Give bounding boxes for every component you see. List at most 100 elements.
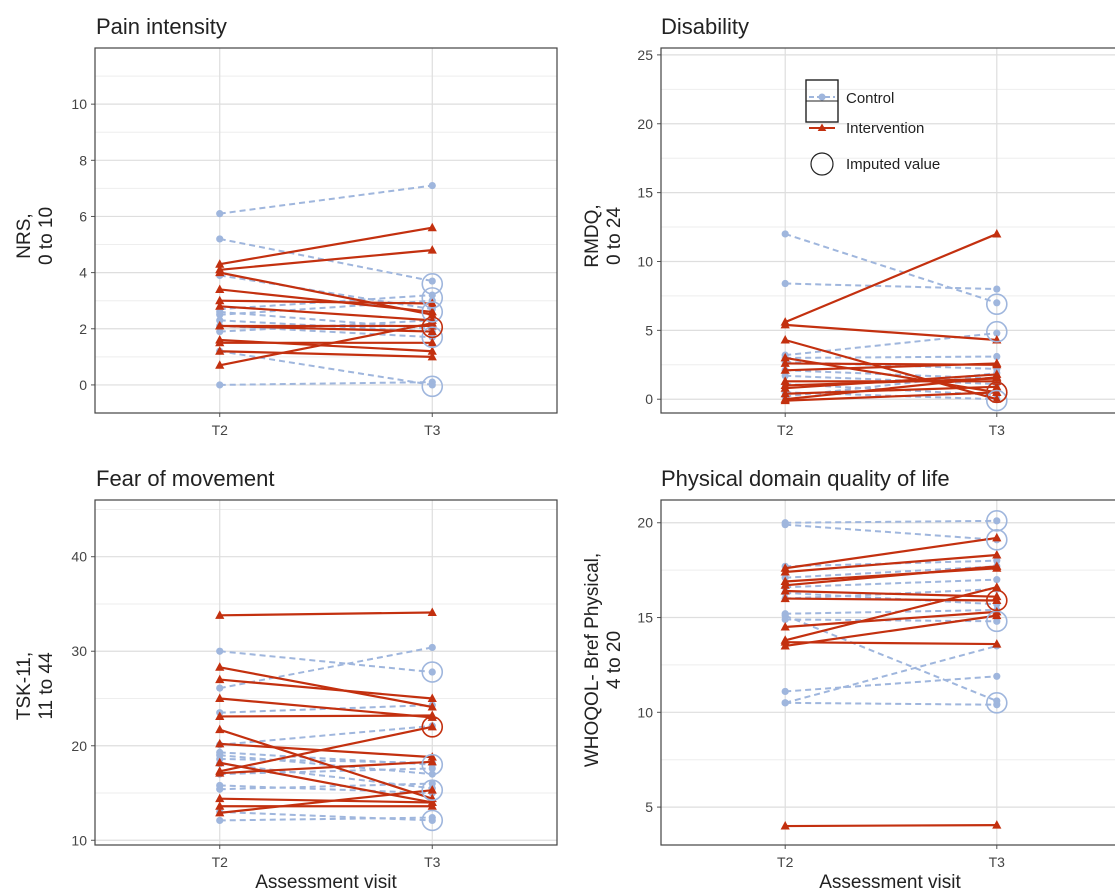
control-point [781,699,789,707]
ylabel-fear: TSK-11, 11 to 44 [14,652,57,720]
intervention-line [785,597,997,602]
y-tick-label: 10 [637,253,653,269]
intervention-series [215,801,437,810]
legend-imputed-label: Imputed value [846,156,940,173]
intervention-line [785,385,997,395]
control-point [216,381,224,389]
intervention-point [427,351,437,361]
intervention-point [780,388,790,398]
control-line [785,519,997,524]
y-tick-label: 5 [645,322,653,338]
intervention-line [219,350,433,358]
intervention-point [427,337,437,347]
intervention-imputed-marker [421,716,444,738]
control-point [428,813,436,822]
intervention-point [992,228,1002,238]
control-series [216,181,436,218]
intervention-point [215,711,225,720]
intervention-series [780,335,1002,403]
intervention-point [780,383,790,392]
y-tick-label: 10 [71,832,87,848]
intervention-point [215,768,225,777]
ylabel-pain-line2: 0 to 10 [36,207,57,265]
control-line [219,810,433,822]
control-series [781,672,1001,696]
legend-control-key [809,93,835,101]
control-line [219,319,433,333]
intervention-line [219,789,433,814]
panel-border [94,499,558,846]
intervention-point [992,394,1002,403]
intervention-line [219,288,433,314]
legend-control-point [818,93,826,101]
ylabel-qol-line1: WHOQOL- Bref Physical, [582,553,603,767]
xlabel-left: Assessment visit [255,872,397,893]
y-tick-label: 15 [637,185,653,201]
intervention-point [427,298,437,307]
intervention-series [215,785,437,817]
intervention-point [992,582,1002,591]
control-line [219,294,433,311]
control-imputed-marker [985,529,1008,551]
control-point [781,279,789,288]
ylabel-fear-line1: TSK-11, [14,652,35,720]
intervention-point [215,610,225,619]
control-point [428,643,436,652]
panel-border [660,499,1115,846]
intervention-series [215,607,437,619]
intervention-point [780,580,790,589]
x-tick-label: T2 [777,854,794,870]
y-tick-label: 40 [71,549,87,565]
intervention-series [215,674,437,702]
x-tick-label: T2 [212,854,229,870]
intervention-point [992,639,1002,648]
control-line [785,332,997,357]
y-tick-label: 0 [645,391,653,407]
y-tick-label: 20 [637,116,653,132]
control-imputed-marker [421,809,444,832]
intervention-point [427,326,437,336]
control-point [216,316,224,324]
intervention-line [784,232,998,324]
control-point [428,764,436,773]
intervention-point [780,352,790,362]
intervention-line [785,356,997,394]
intervention-line [785,614,997,648]
intervention-point [427,801,437,810]
intervention-point [780,365,790,374]
control-line [219,646,433,690]
control-point [428,181,436,190]
y-tick-label: 20 [71,738,87,754]
panel-background [95,48,557,413]
intervention-point [215,267,225,277]
intervention-line [784,338,998,401]
control-point [216,816,224,825]
intervention-line [785,823,997,828]
intervention-imputed-marker [421,316,444,339]
intervention-point [427,245,437,254]
intervention-point [427,306,437,316]
intervention-series [215,662,437,711]
intervention-line [219,761,433,804]
intervention-line [219,666,433,709]
control-line [219,319,433,333]
intervention-line [219,226,433,266]
panel-background [661,48,1115,413]
y-tick-label: 20 [637,515,653,531]
intervention-point [427,785,437,794]
control-point [993,517,1001,525]
intervention-point [992,820,1002,829]
intervention-series [780,561,1002,589]
intervention-point [215,259,225,268]
control-line [219,650,433,674]
control-point [216,235,224,243]
control-line [219,762,433,790]
control-point [781,615,789,624]
intervention-series [780,352,1002,396]
intervention-series [780,381,1002,398]
intervention-point [427,756,437,766]
intervention-series [780,593,1002,604]
x-tick-label: T2 [777,422,794,438]
control-line [219,751,433,766]
control-point [993,299,1001,307]
